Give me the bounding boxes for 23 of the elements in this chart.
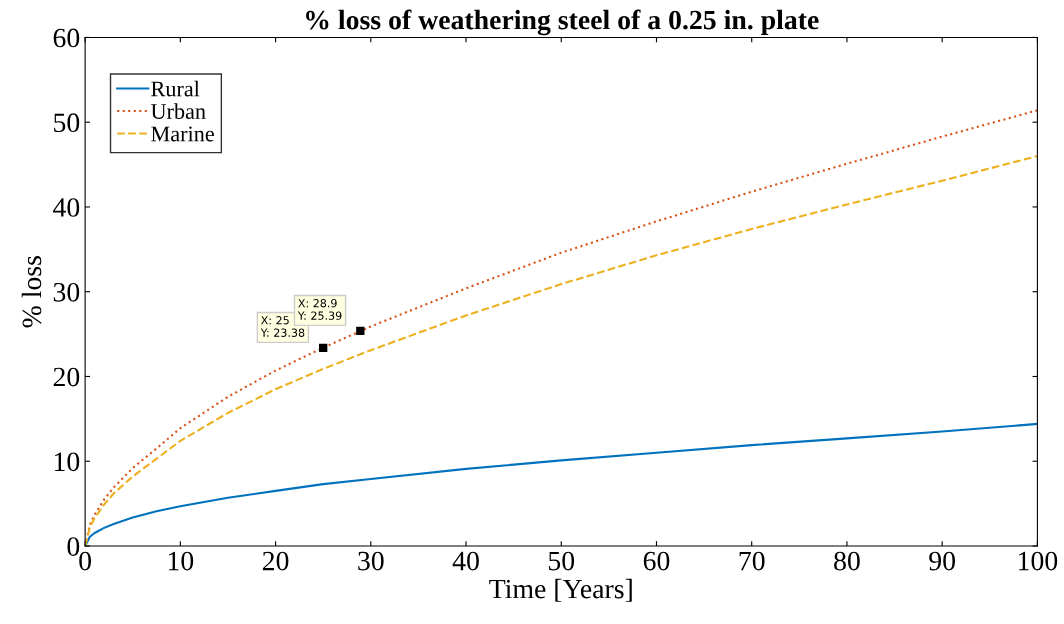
- y-tick-label: 0: [67, 537, 80, 556]
- y-tick-label: 20: [53, 367, 80, 387]
- x-tick-label: 100: [1019, 551, 1058, 571]
- x-tick-label: 50: [548, 551, 575, 571]
- x-tick-label: 10: [168, 551, 194, 571]
- chart-title: % loss of weathering steel of a 0.25 in. plate: [306, 9, 819, 36]
- x-tick-label: 30: [358, 551, 384, 571]
- y-tick-label: 30: [53, 282, 80, 302]
- x-axis-title: Time [Years]: [489, 578, 632, 602]
- y-tick-label: 40: [53, 198, 80, 217]
- y-tick-label: 60: [53, 28, 80, 48]
- x-tick-label: 40: [452, 551, 479, 571]
- y-axis-title: % loss: [21, 256, 42, 328]
- legend-label: Urban: [150, 103, 206, 119]
- x-tick-label: 80: [834, 551, 860, 571]
- x-tick-label: 20: [262, 551, 289, 571]
- x-tick-label: 70: [739, 551, 765, 571]
- legend-label: Marine: [151, 126, 214, 142]
- legend-label: Rural: [151, 80, 200, 97]
- x-tick-label: 60: [643, 551, 670, 571]
- x-tick-label: 90: [929, 551, 955, 571]
- y-tick-label: 10: [54, 452, 80, 472]
- y-tick-label: 50: [54, 113, 80, 133]
